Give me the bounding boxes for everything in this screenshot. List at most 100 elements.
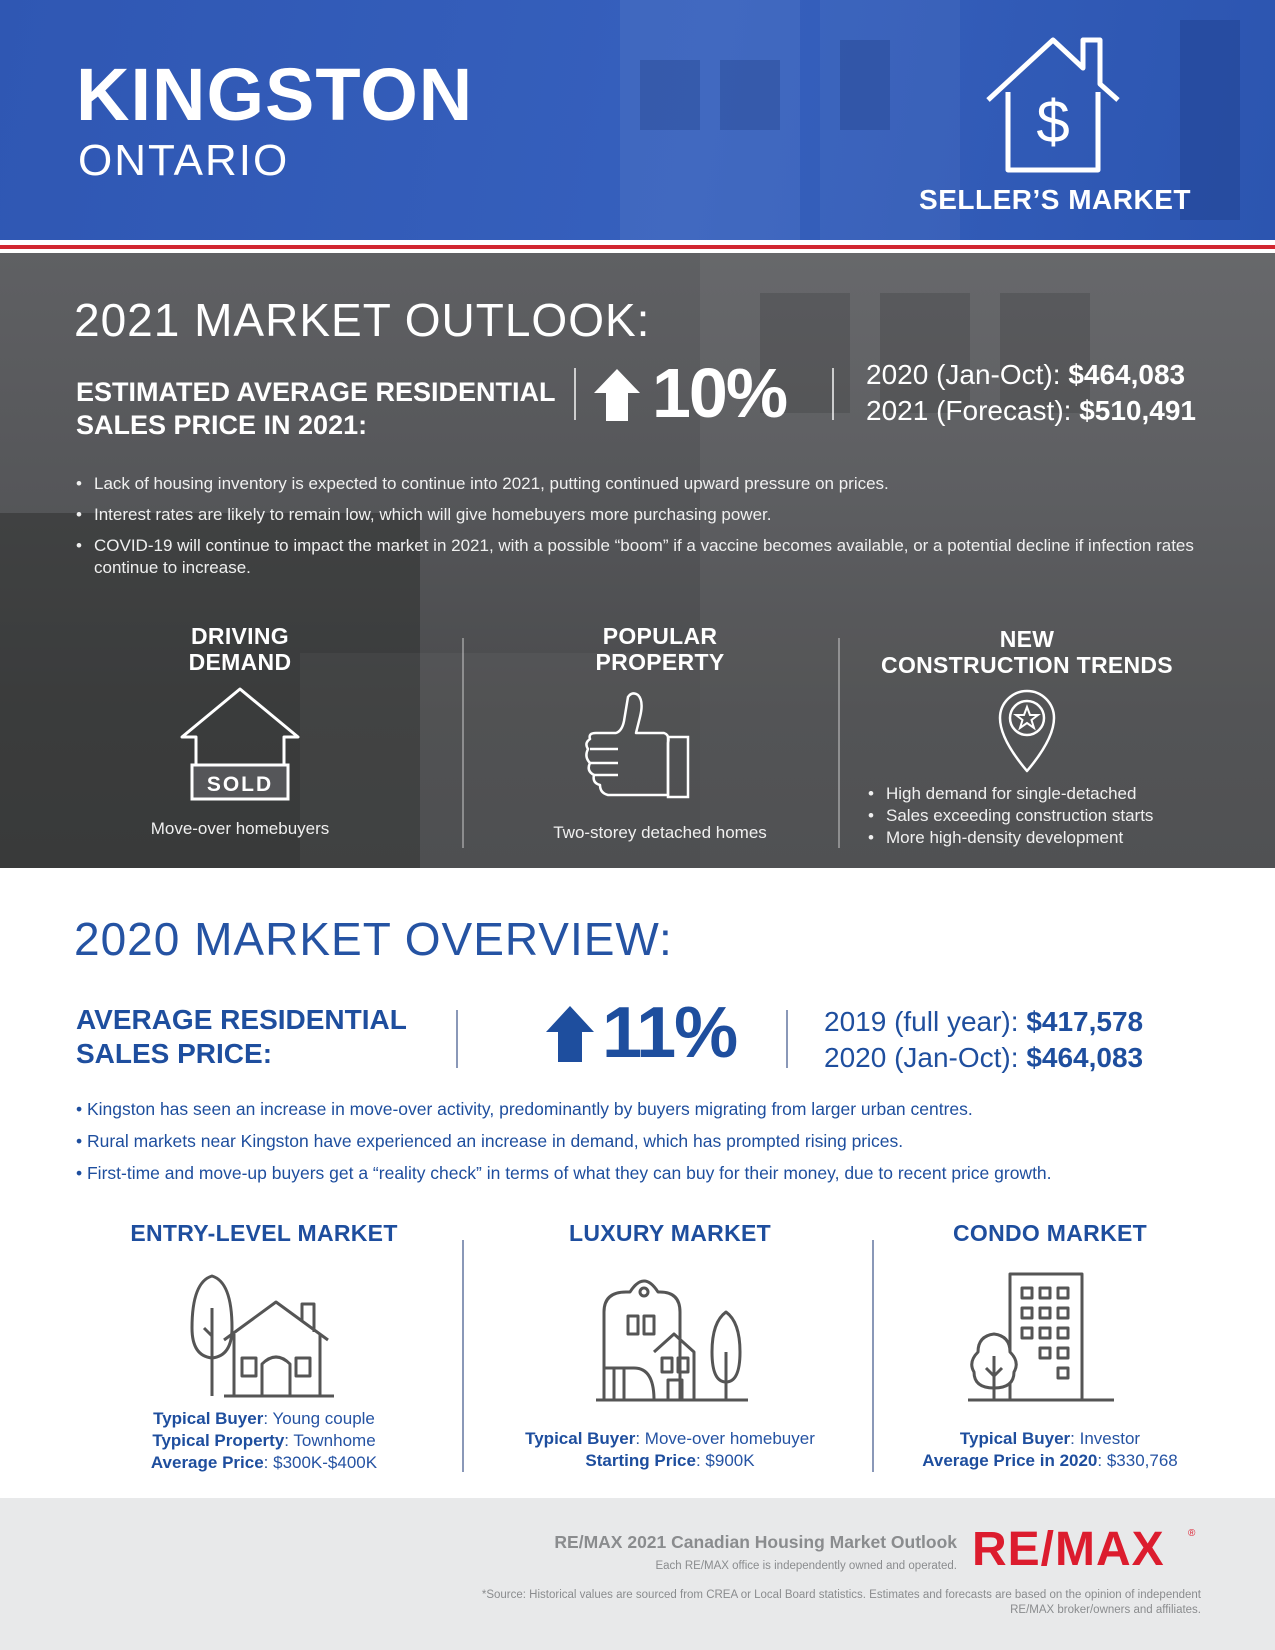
vertical-divider [832, 368, 834, 420]
typical-property-value: : Townhome [284, 1431, 376, 1450]
province-name: ONTARIO [78, 136, 290, 185]
background-building [620, 0, 800, 240]
price-2019-value: $417,578 [1026, 1006, 1144, 1037]
list-item: COVID-19 will continue to impact the mar… [76, 535, 1196, 579]
estimated-price-label: ESTIMATED AVERAGE RESIDENTIAL SALES PRIC… [76, 376, 576, 442]
overview-bullet-list: • Kingston has seen an increase in move-… [76, 1098, 1226, 1194]
list-item: Interest rates are likely to remain low,… [76, 504, 1196, 526]
list-item: • Kingston has seen an increase in move-… [76, 1099, 973, 1119]
background-window [720, 60, 780, 130]
luxury-house-icon [596, 1279, 748, 1402]
price-2020-label: 2020 (Jan-Oct): [824, 1042, 1019, 1073]
condo-heading: CONDO MARKET [953, 1220, 1147, 1246]
svg-text:$: $ [1036, 88, 1069, 155]
estimated-price-label-line2: SALES PRICE IN 2021: [76, 410, 368, 440]
divider-stripe [0, 249, 1275, 253]
price-2020-value: $464,083 [1068, 359, 1186, 390]
background-window [1000, 293, 1090, 413]
typical-buyer-label: Typical Buyer [153, 1409, 264, 1428]
typical-buyer-label: Typical Buyer [525, 1429, 636, 1448]
house-dollar-icon: $ [986, 37, 1120, 173]
background-window [880, 293, 970, 413]
outlook-bullet-list: Lack of housing inventory is expected to… [76, 473, 1196, 588]
average-price-label: AVERAGE RESIDENTIAL SALES PRICE: [76, 1003, 407, 1071]
estimated-price-label-line1: ESTIMATED AVERAGE RESIDENTIAL [76, 377, 556, 407]
divider-stripe-red [0, 245, 1275, 249]
typical-buyer-value: : Investor [1070, 1429, 1141, 1448]
list-item: More high-density development [866, 827, 1153, 849]
registered-mark: ® [1188, 1528, 1196, 1539]
vertical-divider [574, 368, 576, 420]
luxury-details: Typical Buyer: Move-over homebuyer Start… [500, 1428, 840, 1472]
thumbs-up-icon [585, 692, 690, 799]
average-price-2020-value: : $330,768 [1097, 1451, 1178, 1470]
footer-title: RE/MAX 2021 Canadian Housing Market Outl… [554, 1532, 957, 1552]
popular-property-panel: POPULAR PROPERTY Two-storey detached hom… [520, 623, 800, 853]
heading-line: POPULAR [602, 623, 718, 649]
market-type-label: SELLER’S MARKET [919, 184, 1191, 215]
price-2020-value: $464,083 [1026, 1042, 1144, 1073]
list-item: High demand for single-detached [866, 783, 1153, 805]
new-construction-panel: NEW CONSTRUCTION TRENDS High demand for … [862, 623, 1192, 853]
heading-line: DRIVING [191, 623, 289, 649]
location-star-icon [998, 689, 1056, 773]
driving-demand-heading: DRIVING DEMAND [120, 623, 360, 675]
list-item: • Rural markets near Kingston have exper… [76, 1131, 904, 1151]
vertical-divider [786, 1010, 788, 1068]
entry-level-details: Typical Buyer: Young couple Typical Prop… [104, 1408, 424, 1474]
divider-stripe [0, 240, 1275, 245]
condo-building-icon [968, 1272, 1114, 1402]
background-window [760, 293, 850, 413]
header-banner: KINGSTON ONTARIO $ SELLER’S MARKET [0, 0, 1275, 240]
background-window [1180, 20, 1240, 220]
average-price-label-line1: AVERAGE RESIDENTIAL [76, 1004, 407, 1035]
condo-panel: CONDO MARKET Typical Buyer: Investor Ave… [880, 1220, 1220, 1480]
entry-level-panel: ENTRY-LEVEL MARKET Typical Buyer: Young … [104, 1220, 424, 1480]
heading-line: DEMAND [188, 649, 292, 675]
vertical-divider [456, 1010, 458, 1068]
new-construction-heading: NEW CONSTRUCTION TRENDS [862, 626, 1192, 678]
list-item: Lack of housing inventory is expected to… [76, 473, 1196, 495]
average-price-value: : $300K-$400K [263, 1453, 378, 1472]
background-window [840, 40, 890, 130]
overview-change-pct: 11% [602, 993, 738, 1073]
house-sold-icon [180, 687, 300, 801]
driving-demand-panel: DRIVING DEMAND SOLD Move-over homebuyers [120, 623, 360, 853]
typical-buyer-value: : Move-over homebuyer [635, 1429, 815, 1448]
vertical-divider [462, 638, 464, 848]
luxury-panel: LUXURY MARKET Typical Buyer: Move-over h… [500, 1220, 840, 1480]
vertical-divider [872, 1240, 874, 1472]
new-construction-list: High demand for single-detached Sales ex… [866, 783, 1153, 849]
popular-property-heading: POPULAR PROPERTY [520, 623, 800, 675]
up-arrow-icon [546, 1006, 594, 1062]
average-price-2020-label: Average Price in 2020 [922, 1451, 1098, 1470]
up-arrow-icon [594, 369, 640, 421]
footer: RE/MAX 2021 Canadian Housing Market Outl… [0, 1498, 1275, 1650]
heading-line: CONSTRUCTION TRENDS [881, 652, 1173, 678]
heading-line: PROPERTY [595, 649, 725, 675]
background-sidewalk [300, 653, 700, 868]
vertical-divider [838, 638, 840, 848]
source-note: *Source: Historical values are sourced f… [481, 1589, 1201, 1616]
driving-demand-text: Move-over homebuyers [150, 819, 330, 838]
outlook-section: 2021 MARKET OUTLOOK: ESTIMATED AVERAGE R… [0, 253, 1275, 868]
ownership-note: Each RE/MAX office is independently owne… [655, 1560, 957, 1572]
outlook-price-lines: 2020 (Jan-Oct): $464,083 2021 (Forecast)… [866, 357, 1196, 429]
vertical-divider [462, 1240, 464, 1472]
typical-buyer-label: Typical Buyer [959, 1429, 1071, 1448]
price-2020-label: 2020 (Jan-Oct): [866, 359, 1061, 390]
entry-level-heading: ENTRY-LEVEL MARKET [130, 1220, 398, 1246]
starting-price-value: : $900K [695, 1451, 755, 1470]
remax-logo: RE/MAX [972, 1523, 1165, 1576]
typical-buyer-value: : Young couple [263, 1409, 375, 1428]
luxury-heading: LUXURY MARKET [569, 1220, 771, 1246]
condo-details: Typical Buyer: Investor Average Price in… [880, 1428, 1220, 1472]
list-item: • First-time and move-up buyers get a “r… [76, 1163, 1052, 1183]
overview-title: 2020 MARKET OVERVIEW: [74, 913, 673, 965]
price-2021-value: $510,491 [1079, 395, 1196, 426]
starting-price-label: Starting Price [585, 1451, 696, 1470]
house-tree-icon [190, 1274, 334, 1398]
background-window [640, 60, 700, 130]
background-building [820, 0, 960, 240]
city-name: KINGSTON [76, 53, 474, 136]
